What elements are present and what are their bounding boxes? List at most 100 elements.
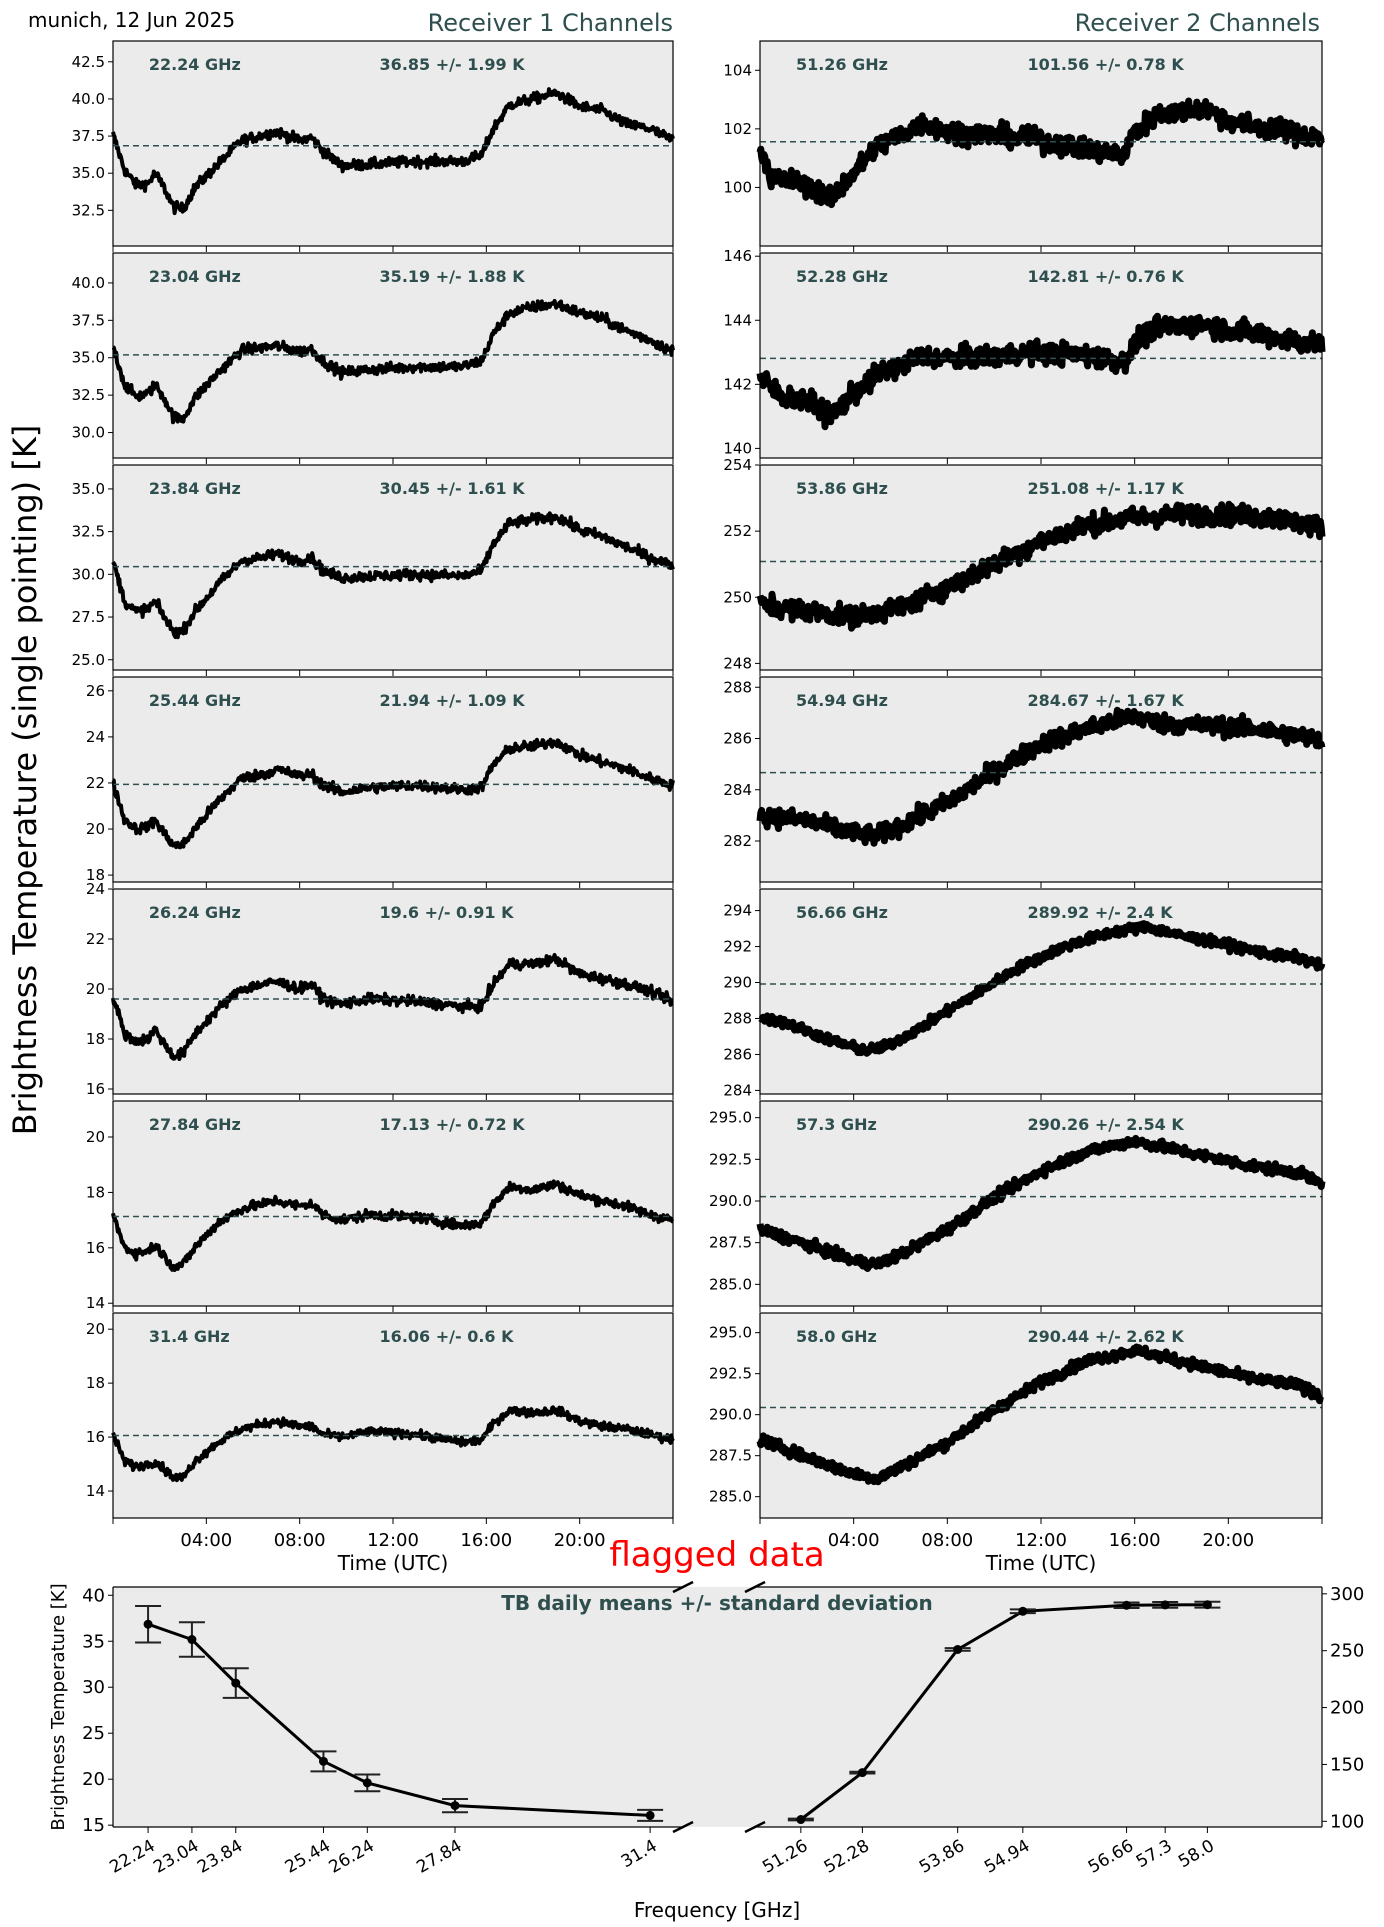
channel-stat-label: 290.26 +/- 2.54 K [1028, 1115, 1185, 1134]
y-tick-label: 144 [723, 311, 752, 329]
brightness-temperature-trace [111, 298, 675, 425]
data-point [143, 1619, 153, 1629]
channel-frequency-label: 27.84 GHz [149, 1115, 241, 1134]
y-tick-label: 16 [86, 1239, 105, 1257]
errorbar [637, 1808, 664, 1822]
channel-frequency-label: 26.24 GHz [149, 903, 241, 922]
timeseries-panel: 285.0 287.5 290.0 292.5 295.0 58.0 GHz 290.44 … [709, 1312, 1325, 1575]
channel-stat-label: 101.56 +/- 0.78 K [1028, 55, 1185, 74]
y-tick-label: 286 [723, 730, 752, 748]
y-tick-label: 18 [86, 1374, 105, 1392]
y-tick-label: 30.0 [72, 565, 105, 583]
timeseries-panel: 100 102 104 51.26 GHz 101.56 +/- 0.78 K [723, 40, 1326, 252]
x-tick-label: 04:00 [828, 1530, 880, 1551]
y-tick-label: 16 [86, 1080, 105, 1098]
y-tick-label: 35.0 [72, 349, 105, 367]
errorbar [1152, 1600, 1179, 1610]
channel-frequency-label: 58.0 GHz [796, 1327, 877, 1346]
y-tick-label: 40.0 [72, 90, 105, 108]
channel-frequency-label: 22.24 GHz [149, 55, 241, 74]
y-tick-label: 37.5 [72, 127, 105, 145]
x-tick-label: 08:00 [921, 1530, 973, 1551]
errorbar [310, 1750, 337, 1773]
y-tick-label: 18 [86, 866, 105, 884]
channel-frequency-label: 57.3 GHz [796, 1115, 877, 1134]
y-tick-label: 142 [723, 375, 752, 393]
y-tick-label: 200 [1330, 1698, 1364, 1719]
y-tick-label: 20 [82, 1769, 105, 1790]
y-tick-label: 150 [1330, 1754, 1364, 1775]
timeseries-panel: 32.5 35.0 37.5 40.0 42.5 22.24 GHz 36.85 +/- 1… [72, 40, 675, 252]
x-tick-label: 20:00 [1202, 1530, 1254, 1551]
brightness-temperature-trace [111, 953, 675, 1061]
data-point [450, 1801, 460, 1811]
data-point [953, 1644, 963, 1654]
x-tick-label: 16:00 [460, 1530, 512, 1551]
y-tick-label: 284 [723, 781, 752, 799]
summary-background [113, 1587, 1322, 1827]
errorbar [849, 1768, 876, 1778]
channel-stat-label: 19.6 +/- 0.91 K [380, 903, 515, 922]
y-tick-label: 286 [723, 1045, 752, 1063]
data-point [231, 1678, 241, 1688]
y-tick-label: 22 [86, 774, 105, 792]
y-tick-label: 27.5 [72, 608, 105, 626]
timeseries-panel: 248 250 252 254 53.86 GHz 251.08 +/- 1.17 K [723, 456, 1326, 676]
channel-stat-label: 251.08 +/- 1.17 K [1028, 479, 1185, 498]
channel-stat-label: 284.67 +/- 1.67 K [1028, 691, 1185, 710]
x-tick-label: 23.84 [194, 1836, 246, 1878]
timeseries-panel: 140 142 144 146 52.28 GHz 142.81 +/- 0.76 K [723, 247, 1326, 464]
y-tick-label: 100 [723, 178, 752, 196]
x-axis-label: Time (UTC) [337, 1551, 449, 1575]
y-tick-label: 26 [86, 682, 105, 700]
brightness-temperature-trace [111, 737, 675, 850]
y-tick-label: 35.0 [72, 480, 105, 498]
y-tick-label: 14 [86, 1482, 105, 1500]
receiver1-title: Receiver 1 Channels [428, 9, 673, 37]
data-point [1160, 1600, 1170, 1610]
data-point [1202, 1600, 1212, 1610]
y-tick-label: 292.5 [709, 1365, 752, 1383]
brightness-temperature-trace [111, 1405, 675, 1483]
x-tick-label: 04:00 [180, 1530, 232, 1551]
timeseries-panel: 14 16 18 20 27.84 GHz 17.13 +/- 0.72 K [86, 1100, 675, 1312]
axis-break-mark [744, 1820, 766, 1834]
y-tick-label: 140 [723, 439, 752, 457]
errorbar [222, 1667, 249, 1699]
receiver2-title: Receiver 2 Channels [1075, 9, 1320, 37]
errorbar [1113, 1600, 1140, 1610]
y-tick-label: 24 [86, 728, 105, 746]
errorbar [442, 1797, 468, 1814]
panel-background [760, 1101, 1322, 1306]
data-point [796, 1815, 806, 1825]
brightness-temperature-trace [111, 511, 675, 640]
channel-frequency-label: 52.28 GHz [796, 267, 888, 286]
y-tick-label: 254 [723, 456, 752, 474]
data-point [362, 1778, 372, 1788]
panel-background [113, 41, 673, 246]
panel-background [760, 889, 1322, 1094]
y-tick-label: 292 [723, 938, 752, 956]
axis-break-mark [672, 1580, 694, 1594]
y-tick-label: 287.5 [709, 1447, 752, 1465]
channel-stat-label: 30.45 +/- 1.61 K [380, 479, 526, 498]
x-tick-label: 25.44 [282, 1836, 334, 1878]
data-point [645, 1810, 655, 1820]
y-tick-label: 250 [723, 588, 752, 606]
y-tick-label: 22 [86, 930, 105, 948]
channel-stat-label: 21.94 +/- 1.09 K [380, 691, 526, 710]
x-tick-label: 26.24 [326, 1836, 378, 1878]
y-tick-label: 282 [723, 832, 752, 850]
y-tick-label: 250 [1330, 1641, 1364, 1662]
errorbar [1194, 1600, 1221, 1610]
x-tick-label: 23.04 [150, 1836, 202, 1878]
axis-break-mark [672, 1820, 694, 1834]
y-tick-label: 40.0 [72, 274, 105, 292]
timeseries-panels: 32.5 35.0 37.5 40.0 42.5 22.24 GHz 36.85 +/- 1… [72, 40, 1326, 1575]
channel-frequency-label: 51.26 GHz [796, 55, 888, 74]
brightness-temperature-trace [757, 920, 1326, 1057]
y-tick-label: 288 [723, 1009, 752, 1027]
timeseries-panel: 25.0 27.5 30.0 32.5 35.0 23.84 GHz 30.45 +/- 1… [72, 464, 675, 676]
channel-frequency-label: 56.66 GHz [796, 903, 888, 922]
y-tick-label: 285.0 [709, 1275, 752, 1293]
